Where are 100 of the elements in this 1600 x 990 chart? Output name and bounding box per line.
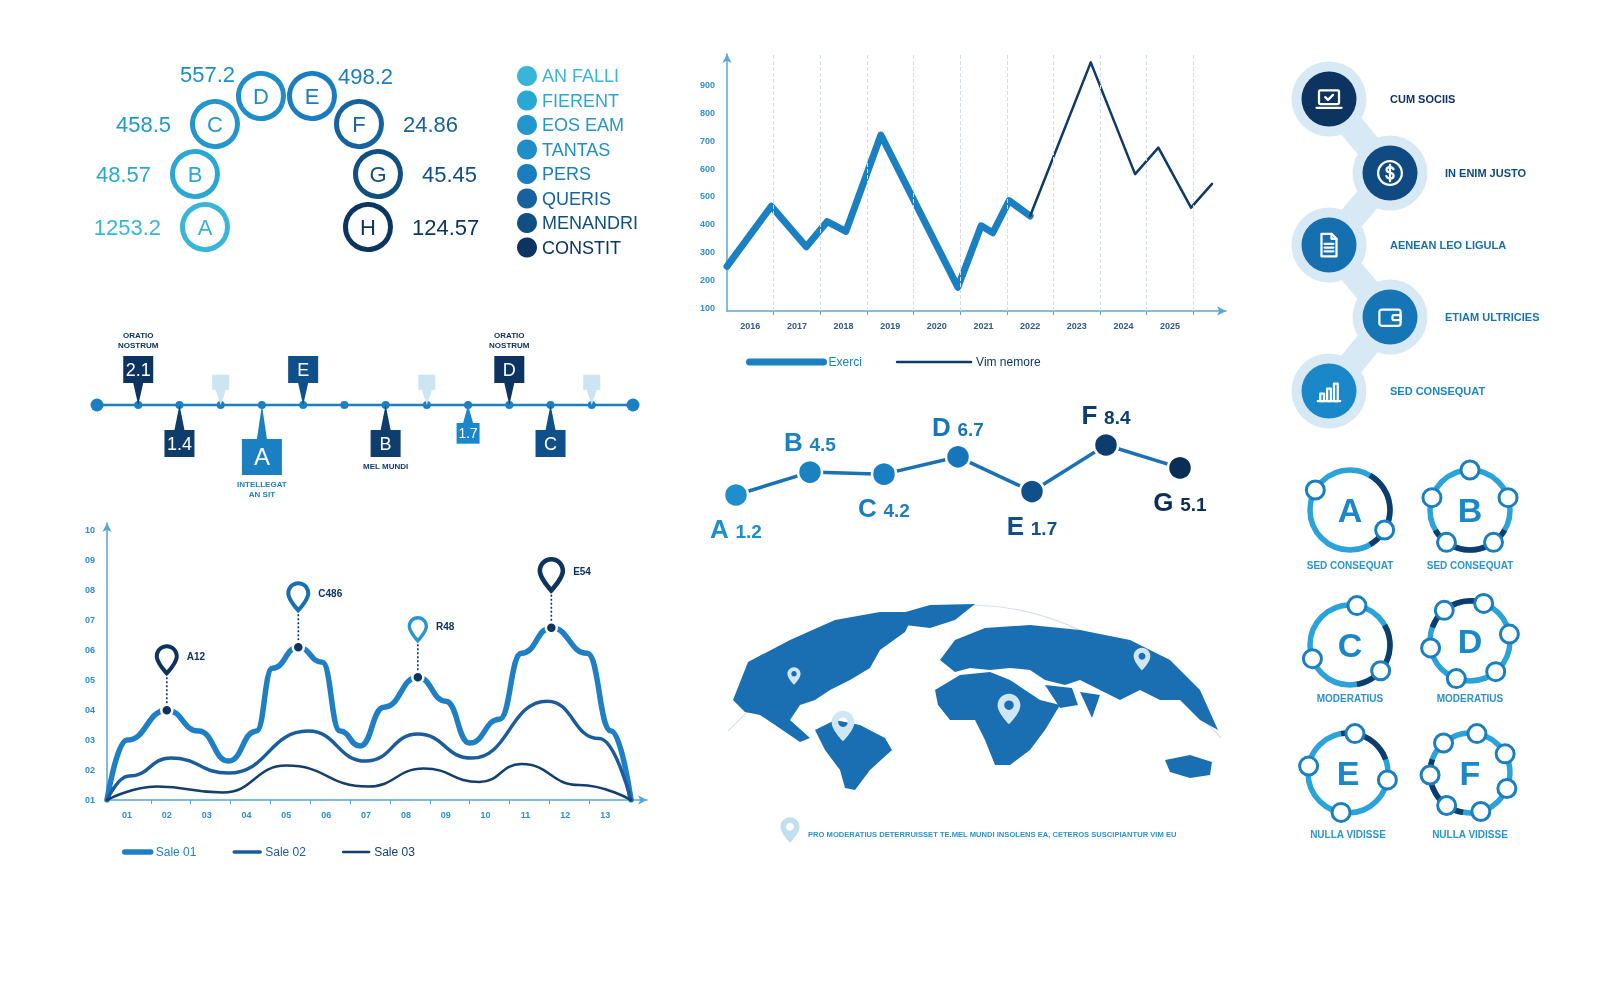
legend-label: MENANDRI [542,213,639,233]
x-tick-label: 2017 [786,320,807,331]
text: ORATIO NOSTRUM [117,331,160,351]
x-tick-label: 10 [480,809,491,820]
x-tick-label: 2025 [1160,320,1181,331]
text: NULLA VIDISSE [1310,829,1387,840]
point [870,460,898,488]
point [1166,454,1194,482]
category-label: B [187,161,203,187]
point [1092,431,1120,459]
data-label: 45.45 [422,161,478,187]
x-tick-label: 09 [440,809,451,820]
x-tick-label: 03 [201,809,212,820]
category-label: IN ENIM JUSTO [1445,167,1527,179]
y-tick-label: 01 [84,795,95,805]
data-label: 124.57 [412,214,480,240]
text: MEL MUNDI [362,462,410,472]
data-label: 1253.2 [93,214,161,240]
legend-label: Sale 02 [265,845,307,859]
data-label: G 5.1 [1153,487,1208,518]
legend-label: CONSTIT [542,237,621,258]
category-label: E [304,83,320,109]
category-label: G [369,161,387,187]
category-label: D [1457,622,1483,660]
text: INTELLEGAT AN SIT [236,480,288,500]
x-tick-label: 06 [321,809,332,820]
text: NULLA VIDISSE [1432,829,1509,840]
x-tick-label: 2018 [833,320,854,331]
annotation: E54 [573,566,592,578]
data-label: B 4.5 [784,426,837,457]
x-tick-label: 05 [281,809,292,820]
annotation: R48 [436,620,455,632]
data-label: 48.57 [95,161,151,187]
category-label: A [197,214,213,240]
y-tick-label: 07 [84,615,95,626]
point [1018,478,1046,505]
category-label: A [1337,491,1363,529]
y-tick-label: 800 [699,107,715,118]
category-label: B [1457,491,1483,529]
line-series [105,762,633,802]
x-tick-label: 13 [600,809,611,820]
x-tick-label: 2024 [1113,320,1134,331]
y-tick-label: 700 [699,135,715,146]
category-label: B [379,433,392,454]
legend-label: Sale 03 [374,845,416,859]
category-label: D [502,359,516,380]
y-tick-label: 300 [699,247,715,258]
x-tick-label: 11 [520,809,531,820]
point [796,458,824,486]
x-tick-label: 2023 [1066,320,1087,331]
x-tick-label: 08 [400,809,411,820]
y-tick-label: 200 [699,275,715,286]
y-tick-label: 09 [84,555,95,566]
y-tick-label: 600 [699,163,715,174]
data-label: A 1.2 [710,514,762,545]
category-label: D [253,83,269,109]
text: MODERATIUS [1316,693,1384,704]
y-tick-label: 05 [84,675,95,686]
y-tick-label: 08 [84,585,95,596]
text: SED CONSEQUAT [1426,560,1514,571]
data-label: 24.86 [403,111,459,137]
x-tick-label: 12 [560,809,571,820]
point [944,443,972,471]
category-label: C [544,433,558,454]
category-label: ETIAM ULTRICIES [1445,311,1540,323]
x-tick-label: 2021 [973,320,994,331]
legend-label: TANTAS [542,139,611,160]
x-tick-label: 02 [161,809,172,820]
data-label: 458.5 [115,111,171,137]
y-tick-label: 06 [84,645,95,656]
legend-label: AN FALLI [542,66,620,86]
legend-label: QUERIS [542,188,612,209]
category-label: AENEAN LEO LIGULA [1390,239,1507,251]
line-series [105,699,633,802]
text: SED CONSEQUAT [1306,560,1394,571]
data-label: D 6.7 [932,411,984,442]
text: MODERATIUS [1436,693,1504,704]
category-label: E [297,359,310,380]
category-label: 1.4 [166,433,192,454]
line-series [1028,61,1214,218]
text: ORATIO NOSTRUM [488,331,531,351]
category-label: F [352,111,366,137]
x-tick-label: 07 [361,809,372,820]
category-label: A [253,443,270,471]
category-label: 1.7 [458,426,478,442]
y-tick-label: 04 [84,705,95,716]
x-tick-label: 01 [121,809,132,820]
category-label: H [360,214,376,240]
text: Exerci [828,355,862,369]
y-tick-label: 10 [84,525,95,536]
legend-label: Sale 01 [155,845,197,859]
y-tick-label: 900 [699,79,715,90]
annotation: C486 [318,588,343,600]
x-tick-label: 2020 [926,320,947,331]
data-label: F 8.4 [1081,399,1131,430]
x-tick-label: 04 [241,809,252,820]
category-label: E [1336,754,1360,792]
category-label: C [207,111,224,137]
category-label: C [1337,626,1363,664]
data-label: 557.2 [179,61,235,87]
